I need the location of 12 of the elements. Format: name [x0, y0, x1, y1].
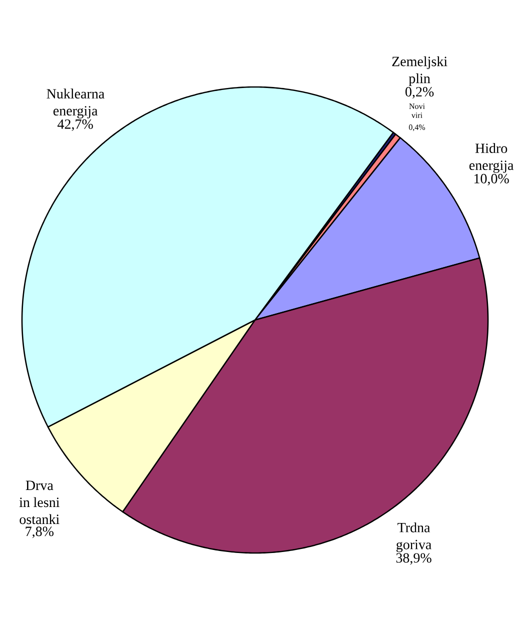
data-label: 10,0%	[474, 174, 509, 186]
slice-label: Nuklearna energija	[46, 88, 104, 118]
data-label: 7,8%	[26, 526, 54, 538]
slice-label: Trdna goriva	[396, 522, 432, 552]
data-label: 0,4%	[408, 124, 426, 132]
data-label: 0,2%	[405, 87, 434, 99]
slice-label: Hidro energija	[469, 143, 514, 173]
data-label: 38,9%	[396, 553, 432, 565]
data-label: 42,7%	[58, 119, 93, 131]
slice-label: Novi viri	[409, 104, 425, 118]
slice-label: Zemeljski plin	[392, 56, 448, 86]
slice-label: Drva in lesni ostanki	[19, 480, 60, 524]
